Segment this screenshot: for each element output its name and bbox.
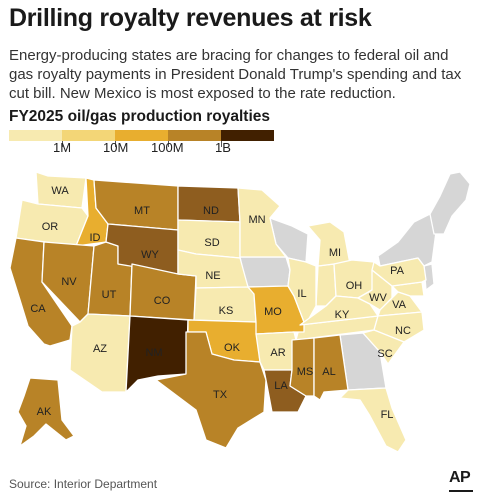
legend-swatch-2 <box>62 130 115 141</box>
legend-label-10m: 10M <box>103 140 129 155</box>
ap-logo: AP <box>449 469 473 492</box>
state-label-il: IL <box>297 288 306 300</box>
state-label-pa: PA <box>390 265 405 277</box>
legend-label-1m: 1M <box>53 140 72 155</box>
state-label-nv: NV <box>61 276 77 288</box>
state-label-co: CO <box>154 295 171 307</box>
state-label-ar: AR <box>270 347 285 359</box>
chart-subtitle: Energy-producing states are bracing for … <box>9 47 462 102</box>
state-nj <box>423 263 435 291</box>
state-label-ms: MS <box>297 366 314 378</box>
state-ak <box>17 377 75 447</box>
ap-logo-text: AP <box>449 469 471 486</box>
state-label-sc: SC <box>377 348 392 360</box>
state-label-ut: UT <box>102 289 117 301</box>
state-label-ky: KY <box>335 309 350 321</box>
state-al <box>313 334 349 401</box>
state-label-az: AZ <box>93 343 107 355</box>
legend-tick <box>115 141 116 147</box>
state-label-ak: AK <box>37 406 52 418</box>
legend-label-1b: 1B <box>215 140 231 155</box>
state-new-england <box>429 171 471 235</box>
legend-tick <box>62 141 63 147</box>
state-label-nc: NC <box>395 325 411 337</box>
legend-swatch-1 <box>9 130 62 141</box>
legend-label-100m: 100M <box>151 140 184 155</box>
chart-title: Drilling royalty revenues at risk <box>9 4 372 32</box>
state-label-or: OR <box>42 221 59 233</box>
state-label-ks: KS <box>219 305 234 317</box>
state-label-nd: ND <box>203 205 219 217</box>
state-label-mn: MN <box>248 214 265 226</box>
state-mn <box>237 187 287 258</box>
state-label-wa: WA <box>51 185 69 197</box>
state-label-wy: WY <box>141 249 159 261</box>
state-label-ok: OK <box>224 342 241 354</box>
state-label-id: ID <box>90 232 101 244</box>
legend-title: FY2025 oil/gas production royalties <box>9 108 270 125</box>
legend-swatch-3 <box>115 130 168 141</box>
state-tx <box>155 331 267 449</box>
state-ny <box>377 213 437 267</box>
state-mi <box>307 221 351 267</box>
legend-swatch-5 <box>221 130 274 141</box>
source-note: Source: Interior Department <box>9 477 158 491</box>
legend-tick <box>168 141 169 147</box>
state-ia <box>239 256 291 288</box>
state-sc <box>362 329 405 365</box>
state-fl <box>339 387 407 453</box>
state-wa <box>35 171 87 209</box>
state-label-mt: MT <box>134 205 150 217</box>
state-label-oh: OH <box>346 280 363 292</box>
ap-logo-underline <box>449 490 473 492</box>
state-label-nm: NM <box>145 347 162 359</box>
legend-swatch-4 <box>168 130 221 141</box>
state-label-la: LA <box>274 380 288 392</box>
state-label-sd: SD <box>204 237 219 249</box>
state-label-al: AL <box>322 366 335 378</box>
state-label-va: VA <box>392 299 407 311</box>
state-label-mi: MI <box>329 247 341 259</box>
state-label-fl: FL <box>381 409 394 421</box>
legend-tick <box>221 141 222 147</box>
state-pa <box>371 257 427 287</box>
state-label-mo: MO <box>264 306 282 318</box>
state-label-ne: NE <box>205 270 220 282</box>
state-label-tx: TX <box>213 389 228 401</box>
state-label-ca: CA <box>30 303 46 315</box>
state-label-wv: WV <box>369 292 387 304</box>
us-states-map: WA OR CA ID NV UT AZ MT WY CO NM ND SD N… <box>9 171 471 453</box>
